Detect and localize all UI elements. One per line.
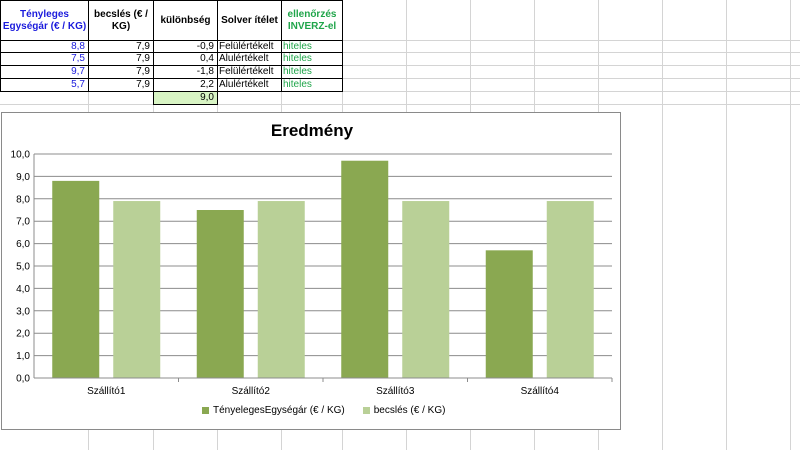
- y-tick-label: 2,0: [16, 329, 30, 340]
- x-tick-label: Szállító2: [232, 386, 271, 397]
- y-tick-label: 6,0: [16, 239, 30, 250]
- cell-difference-3[interactable]: -1,8: [153, 65, 218, 79]
- cell-estimate-2[interactable]: 7,9: [88, 52, 154, 66]
- header-solver-verdict[interactable]: Solver ítélet: [217, 0, 282, 41]
- x-tick-label: Szállító4: [521, 386, 560, 397]
- legend-item-estimate: becslés (€ / KG): [362, 405, 446, 416]
- y-tick-label: 8,0: [16, 194, 30, 205]
- cell-estimate-3[interactable]: 7,9: [88, 65, 154, 79]
- cell-verdict-4[interactable]: Alulértékelt: [217, 78, 282, 92]
- y-tick-label: 10,0: [11, 150, 31, 161]
- header-estimate[interactable]: becslés (€ / KG): [88, 0, 154, 41]
- legend-label-actual: TényelegesEgységár (€ / KG): [213, 405, 345, 416]
- bar-estimate: [546, 201, 594, 378]
- y-tick-label: 0,0: [16, 374, 30, 385]
- y-tick-label: 7,0: [16, 217, 30, 228]
- x-tick-label: Szállító1: [87, 386, 126, 397]
- legend-swatch-estimate: [362, 407, 370, 414]
- cell-estimate-4[interactable]: 7,9: [88, 78, 154, 92]
- legend-label-estimate: becslés (€ / KG): [373, 405, 446, 416]
- y-tick-label: 5,0: [16, 262, 30, 273]
- bar-actual: [485, 250, 533, 378]
- cell-check-2[interactable]: hiteles: [281, 52, 343, 66]
- chart-legend: TényelegesEgységár (€ / KG) becslés (€ /…: [202, 405, 445, 416]
- legend-swatch-actual: [202, 407, 209, 414]
- cell-actual-2[interactable]: 7,5: [0, 52, 89, 66]
- bar-estimate: [257, 201, 305, 378]
- chart-title: Eredmény: [270, 121, 354, 140]
- bar-estimate: [113, 201, 161, 378]
- bar-actual: [196, 210, 244, 378]
- cell-difference-2[interactable]: 0,4: [153, 52, 218, 66]
- result-chart[interactable]: Eredmény 0,0 1,0 2,0 3,0 4,0 5,0 6,0 7,0 8,0 9,0 1…: [1, 112, 621, 430]
- cell-difference-sum[interactable]: 9,0: [153, 91, 218, 105]
- legend-item-actual: TényelegesEgységár (€ / KG): [202, 405, 345, 416]
- cell-actual-4[interactable]: 5,7: [0, 78, 89, 92]
- header-difference[interactable]: különbség: [153, 0, 218, 41]
- cell-difference-4[interactable]: 2,2: [153, 78, 218, 92]
- cell-verdict-3[interactable]: Felülértékelt: [217, 65, 282, 79]
- bar-actual: [52, 180, 100, 378]
- y-tick-label: 1,0: [16, 351, 30, 362]
- cell-actual-3[interactable]: 9,7: [0, 65, 89, 79]
- x-tick-label: Szállító3: [376, 386, 415, 397]
- cell-check-3[interactable]: hiteles: [281, 65, 343, 79]
- y-tick-label: 9,0: [16, 172, 30, 183]
- bar-estimate: [402, 201, 450, 378]
- y-tick-label: 3,0: [16, 306, 30, 317]
- header-actual-price[interactable]: Tényleges Egységár (€ / KG): [0, 0, 89, 41]
- header-check-inverse[interactable]: ellenőrzés INVERZ-el: [281, 0, 343, 41]
- chart-plot: 0,0 1,0 2,0 3,0 4,0 5,0 6,0 7,0 8,0 9,0 10,0 Szállí…: [11, 150, 613, 397]
- bar-actual: [341, 160, 389, 378]
- y-tick-label: 4,0: [16, 284, 30, 295]
- cell-verdict-2[interactable]: Alulértékelt: [217, 52, 282, 66]
- cell-check-4[interactable]: hiteles: [281, 78, 343, 92]
